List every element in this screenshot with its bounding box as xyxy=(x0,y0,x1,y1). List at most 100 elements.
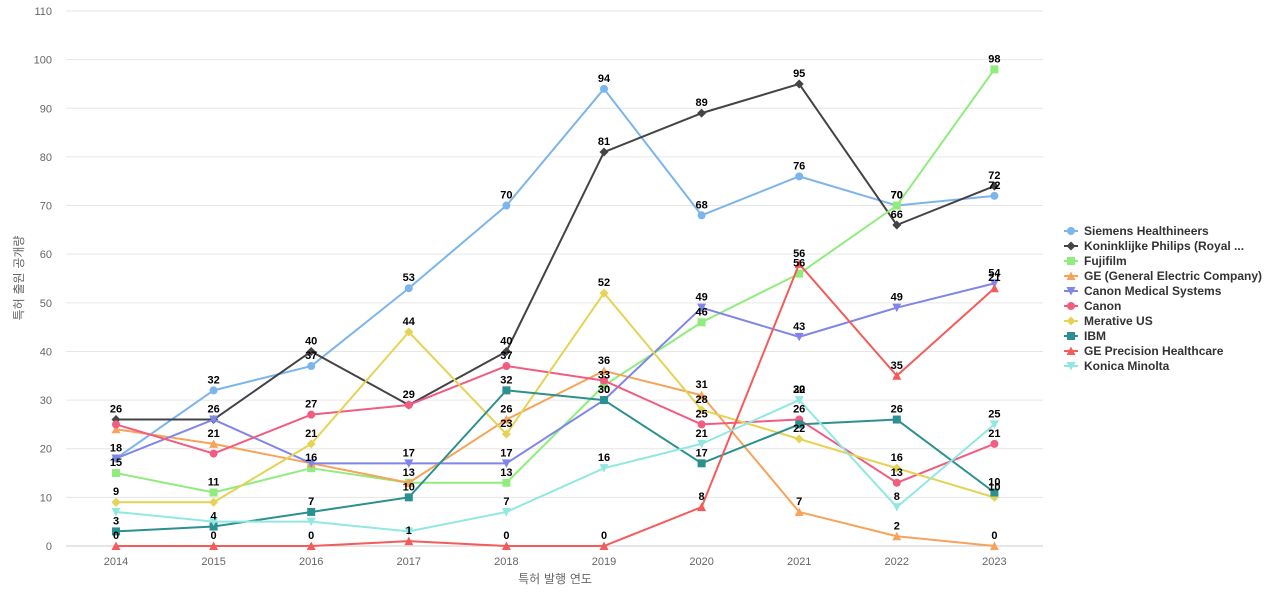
data-point-marker xyxy=(502,478,511,487)
y-tick-label: 70 xyxy=(40,201,52,213)
data-point-marker xyxy=(209,449,218,458)
data-point-marker xyxy=(794,79,804,89)
data-point-marker xyxy=(307,507,316,516)
data-label: 44 xyxy=(403,316,416,328)
data-label: 16 xyxy=(305,452,317,464)
data-point-marker xyxy=(502,386,511,395)
x-tick-label: 2019 xyxy=(592,556,616,568)
legend-label: Merative US xyxy=(1084,314,1153,328)
series-9 xyxy=(111,396,999,536)
y-tick-label: 100 xyxy=(34,55,52,67)
data-point-marker xyxy=(599,464,609,473)
legend-label: Konica Minolta xyxy=(1084,359,1170,373)
x-tick-label: 2021 xyxy=(787,556,811,568)
data-label: 30 xyxy=(598,384,610,396)
data-point-marker xyxy=(209,439,219,448)
data-point-marker xyxy=(112,469,120,478)
series-line xyxy=(116,82,995,421)
data-point-marker xyxy=(404,493,413,502)
data-point-marker xyxy=(404,284,413,293)
series-line xyxy=(115,282,995,465)
series-8 xyxy=(111,259,999,550)
data-label: 22 xyxy=(793,423,805,435)
legend-item[interactable]: Canon xyxy=(1064,299,1121,313)
data-point-marker xyxy=(306,346,316,356)
series-lines xyxy=(111,65,999,550)
data-point-marker xyxy=(112,420,120,429)
data-point-marker xyxy=(794,259,804,268)
legend-item[interactable]: Siemens Healthineers xyxy=(1064,224,1209,238)
data-label: 2 xyxy=(894,520,900,532)
data-point-marker xyxy=(989,283,999,293)
data-label: 21 xyxy=(305,428,317,440)
legend-label: Koninklijke Philips (Royal ... xyxy=(1084,239,1244,253)
data-point-marker xyxy=(794,434,804,444)
data-label: 0 xyxy=(211,530,217,542)
data-point-marker xyxy=(209,415,219,425)
legend-item[interactable]: Koninklijke Philips (Royal ... xyxy=(1064,239,1244,253)
data-point-marker xyxy=(697,502,707,512)
legend-marker xyxy=(1066,287,1076,296)
data-label: 40 xyxy=(305,335,317,347)
data-label: 3 xyxy=(113,515,119,527)
data-point-marker xyxy=(795,172,804,181)
data-label: 37 xyxy=(500,350,512,362)
data-point-marker xyxy=(697,318,706,327)
data-label: 0 xyxy=(601,530,607,542)
data-point-marker xyxy=(697,405,707,415)
data-label: 21 xyxy=(988,428,1000,440)
legend-label: GE (General Electric Company) xyxy=(1084,269,1262,283)
data-point-marker xyxy=(502,201,511,210)
legend-item[interactable]: GE (General Electric Company) xyxy=(1064,269,1262,283)
data-label: 13 xyxy=(891,467,903,479)
data-point-marker xyxy=(404,527,414,536)
data-label: 0 xyxy=(113,530,119,542)
data-label: 8 xyxy=(894,491,900,503)
data-label: 76 xyxy=(793,160,805,172)
legend-item[interactable]: IBM xyxy=(1064,329,1106,343)
x-tick-label: 2017 xyxy=(397,556,421,568)
data-point-marker xyxy=(989,181,999,191)
legend-item[interactable]: Canon Medical Systems xyxy=(1064,284,1222,298)
series-0 xyxy=(112,84,999,463)
data-label: 17 xyxy=(403,447,415,459)
data-point-marker xyxy=(990,65,999,74)
grid-lines xyxy=(66,10,1043,547)
data-point-marker xyxy=(404,478,414,487)
data-label: 56 xyxy=(793,258,805,270)
data-point-marker xyxy=(600,381,608,390)
data-point-marker xyxy=(111,424,121,434)
data-point-marker xyxy=(501,415,511,424)
legend-item[interactable]: GE Precision Healthcare xyxy=(1064,344,1224,358)
data-label: 18 xyxy=(110,442,122,454)
data-point-marker xyxy=(501,429,511,439)
data-label: 26 xyxy=(891,404,903,416)
data-label: 22 xyxy=(793,384,805,396)
data-label: 13 xyxy=(500,467,512,479)
data-label: 28 xyxy=(695,394,707,406)
data-point-marker xyxy=(697,439,707,449)
data-label: 53 xyxy=(403,272,415,284)
legend-item[interactable]: Merative US xyxy=(1064,314,1153,328)
legend-label: Canon xyxy=(1084,299,1121,313)
x-axis-title: 특허 발행 연도 xyxy=(518,571,592,586)
data-point-marker xyxy=(112,527,120,536)
legend-item[interactable]: Fujifilm xyxy=(1064,254,1127,268)
legend-item[interactable]: Konica Minolta xyxy=(1064,359,1170,373)
data-label: 10 xyxy=(403,481,415,493)
series-7 xyxy=(112,386,999,536)
data-point-marker xyxy=(404,327,414,337)
data-label: 70 xyxy=(891,190,903,202)
data-point-marker xyxy=(600,84,608,93)
series-line xyxy=(116,262,996,547)
data-point-marker xyxy=(892,478,901,487)
y-tick-label: 110 xyxy=(34,6,52,18)
data-point-marker xyxy=(111,497,121,507)
data-label: 43 xyxy=(793,321,805,333)
data-point-marker xyxy=(794,507,804,516)
data-label: 25 xyxy=(695,408,707,420)
data-point-marker xyxy=(892,463,902,473)
data-label: 32 xyxy=(500,374,512,386)
data-label: 26 xyxy=(110,404,122,416)
